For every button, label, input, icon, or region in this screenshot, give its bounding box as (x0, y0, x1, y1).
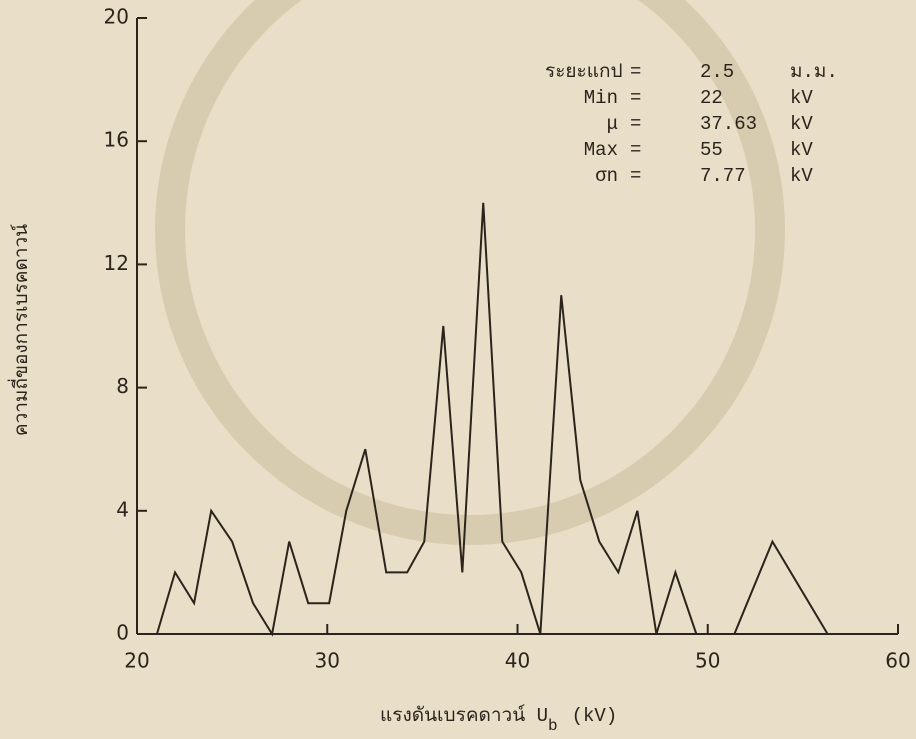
stat-text: kV (790, 165, 813, 187)
stat-text: = (630, 87, 641, 109)
y-tick-label: 20 (104, 5, 129, 29)
stat-text: ม.ม. (790, 61, 838, 83)
x-label-unit: (kV) (572, 705, 618, 727)
x-tick-label: 40 (505, 649, 530, 673)
stat-text: μ (607, 113, 618, 135)
x-tick-label: 50 (695, 649, 720, 673)
stat-text: σn (595, 165, 618, 187)
stat-text: Max (584, 139, 618, 161)
stat-text: 37.63 (700, 113, 757, 135)
stat-text: 22 (700, 87, 723, 109)
stat-text: kV (790, 113, 813, 135)
stat-text: ระยะแกป (545, 61, 623, 83)
y-tick-label: 4 (116, 497, 129, 521)
stat-text: kV (790, 87, 813, 109)
y-tick-label: 0 (116, 621, 129, 645)
y-tick-label: 12 (104, 251, 129, 275)
x-label-main: แรงดันเบรคดาวน์ U (380, 704, 548, 727)
y-tick-label: 8 (116, 374, 129, 398)
y-tick-label: 16 (104, 128, 129, 152)
watermark (155, 0, 785, 545)
x-axis-label: แรงดันเบรคดาวน์ Ub (kV) (380, 704, 617, 735)
stat-text: Min (584, 87, 618, 109)
x-tick-label: 60 (885, 649, 910, 673)
y-axis-label: ความถี่ของการเบรคดาวน์ (7, 224, 33, 436)
x-tick-label: 20 (124, 649, 149, 673)
stat-text: = (630, 139, 641, 161)
data-line (156, 202, 829, 637)
stat-text: = (630, 61, 641, 83)
stat-text: 2.5 (700, 61, 734, 83)
stat-text: 55 (700, 139, 723, 161)
stat-text: = (630, 113, 641, 135)
x-tick-label: 30 (315, 649, 340, 673)
stat-text: 7.77 (700, 165, 746, 187)
stat-text: kV (790, 139, 813, 161)
x-label-sub: b (548, 717, 558, 735)
stat-text: = (630, 165, 641, 187)
